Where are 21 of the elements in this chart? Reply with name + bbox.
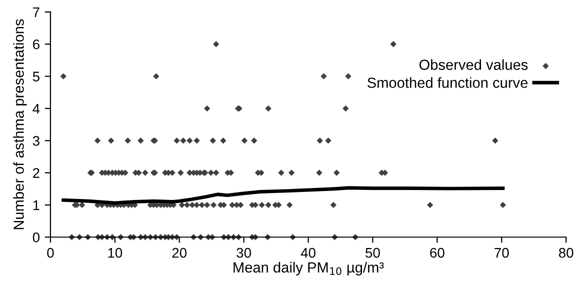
y-tick-label: 5 (32, 72, 40, 82)
y-tick-label: 4 (32, 104, 40, 114)
y-axis-title: Number of asthma presentations (13, 19, 27, 230)
x-tick-label: 30 (236, 248, 251, 258)
legend-label: Observed values (419, 59, 528, 70)
x-tick-label: 20 (172, 248, 187, 258)
x-tick-label: 70 (494, 248, 509, 258)
x-tick-label: 40 (300, 248, 316, 258)
x-tick-label: 60 (430, 248, 444, 258)
y-tick-label: 7 (33, 7, 40, 18)
legend-label: Smoothed function curve (368, 77, 528, 88)
x-axis-title: Mean daily PM$_{10}$ µg/m³ (234, 262, 384, 276)
y-tick-label: 2 (33, 168, 40, 178)
y-tick-label: 1 (33, 200, 40, 210)
y-tick-label: 3 (32, 136, 40, 146)
y-tick-label: 6 (33, 39, 40, 50)
x-tick-label: 50 (366, 248, 380, 258)
x-tick-label: 10 (108, 248, 122, 258)
x-tick-label: 80 (558, 248, 574, 258)
x-tick-label: 0 (47, 248, 54, 258)
y-tick-label: 0 (32, 232, 40, 242)
